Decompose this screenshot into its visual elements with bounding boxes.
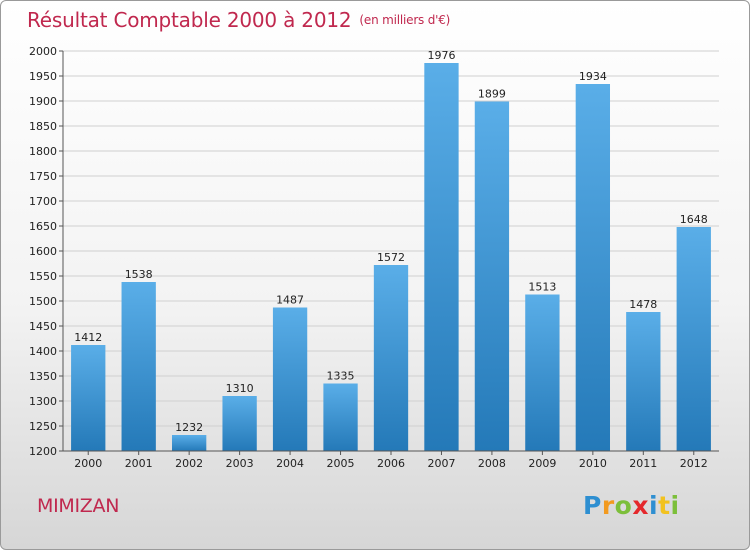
bar xyxy=(222,396,257,451)
logo-letter: P xyxy=(583,491,602,520)
bar xyxy=(373,265,409,451)
logo-letter: i xyxy=(649,491,659,520)
bar xyxy=(525,294,560,451)
x-tick-label: 2004 xyxy=(276,457,304,470)
logo-letter: r xyxy=(601,491,615,520)
x-tick-label: 2008 xyxy=(478,457,506,470)
x-tick-label: 2010 xyxy=(579,457,607,470)
bar xyxy=(171,435,207,451)
data-label: 1572 xyxy=(377,251,405,264)
x-tick-label: 2000 xyxy=(74,457,102,470)
y-tick-label: 1450 xyxy=(29,320,57,333)
y-axis-ticks: 1200 1250 1300 1350 1400 1450 1500 1550 1600 1650… xyxy=(29,45,63,458)
logo-letter: x xyxy=(632,491,649,520)
bar xyxy=(474,101,510,451)
data-label: 1487 xyxy=(276,294,304,307)
data-label: 1538 xyxy=(125,268,153,281)
x-tick-label: 2002 xyxy=(175,457,203,470)
y-tick-label: 1250 xyxy=(29,420,57,433)
bars xyxy=(71,63,711,451)
data-label: 1478 xyxy=(629,298,657,311)
bar xyxy=(323,383,358,451)
y-tick-label: 1500 xyxy=(29,295,57,308)
data-label: 1976 xyxy=(427,49,455,62)
y-tick-label: 1800 xyxy=(29,145,57,158)
bar xyxy=(272,307,308,451)
data-labels: 1412 1538 1232 1310 1487 1335 1572 1976 1899 1513… xyxy=(74,49,708,434)
x-tick-label: 2012 xyxy=(680,457,708,470)
x-tick-label: 2003 xyxy=(226,457,254,470)
data-label: 1335 xyxy=(327,370,355,383)
bar xyxy=(626,312,661,451)
bar xyxy=(575,84,611,451)
bar xyxy=(424,63,459,451)
data-label: 1232 xyxy=(175,421,203,434)
y-tick-label: 1850 xyxy=(29,120,57,133)
y-tick-label: 1400 xyxy=(29,345,57,358)
axes xyxy=(62,51,719,452)
data-label: 1934 xyxy=(579,70,607,83)
y-tick-label: 1350 xyxy=(29,370,57,383)
y-tick-label: 1650 xyxy=(29,220,57,233)
y-tick-label: 1950 xyxy=(29,70,57,83)
y-tick-label: 1600 xyxy=(29,245,57,258)
data-label: 1513 xyxy=(528,281,556,294)
y-tick-label: 1750 xyxy=(29,170,57,183)
logo-letter: i xyxy=(670,491,680,520)
y-tick-label: 2000 xyxy=(29,45,57,58)
data-label: 1648 xyxy=(680,213,708,226)
logo-letter: o xyxy=(614,491,633,520)
bar xyxy=(71,345,106,451)
y-tick-label: 1300 xyxy=(29,395,57,408)
bar xyxy=(121,282,156,451)
y-tick-label: 1550 xyxy=(29,270,57,283)
x-tick-label: 2006 xyxy=(377,457,405,470)
x-tick-label: 2005 xyxy=(327,457,355,470)
x-axis-ticks: 2000 2001 2002 2003 2004 2005 2006 2007 2008 2009… xyxy=(74,451,708,470)
place-name: MIMIZAN xyxy=(37,495,120,517)
y-tick-label: 1200 xyxy=(29,445,57,458)
x-tick-label: 2009 xyxy=(528,457,556,470)
x-tick-label: 2001 xyxy=(125,457,153,470)
chart-title: Résultat Comptable 2000 à 2012 (en millie… xyxy=(27,8,450,32)
x-tick-label: 2007 xyxy=(427,457,455,470)
data-label: 1310 xyxy=(226,382,254,395)
proxiti-logo: Proxiti xyxy=(583,491,680,520)
y-tick-label: 1900 xyxy=(29,95,57,108)
chart-subtitle: (en milliers d'€) xyxy=(359,13,451,27)
x-tick-label: 2011 xyxy=(629,457,657,470)
data-label: 1412 xyxy=(74,331,102,344)
y-tick-label: 1700 xyxy=(29,195,57,208)
chart-title-text: Résultat Comptable 2000 à 2012 xyxy=(27,8,352,32)
data-label: 1899 xyxy=(478,88,506,101)
logo-letter: t xyxy=(658,491,671,520)
bar xyxy=(676,227,711,451)
